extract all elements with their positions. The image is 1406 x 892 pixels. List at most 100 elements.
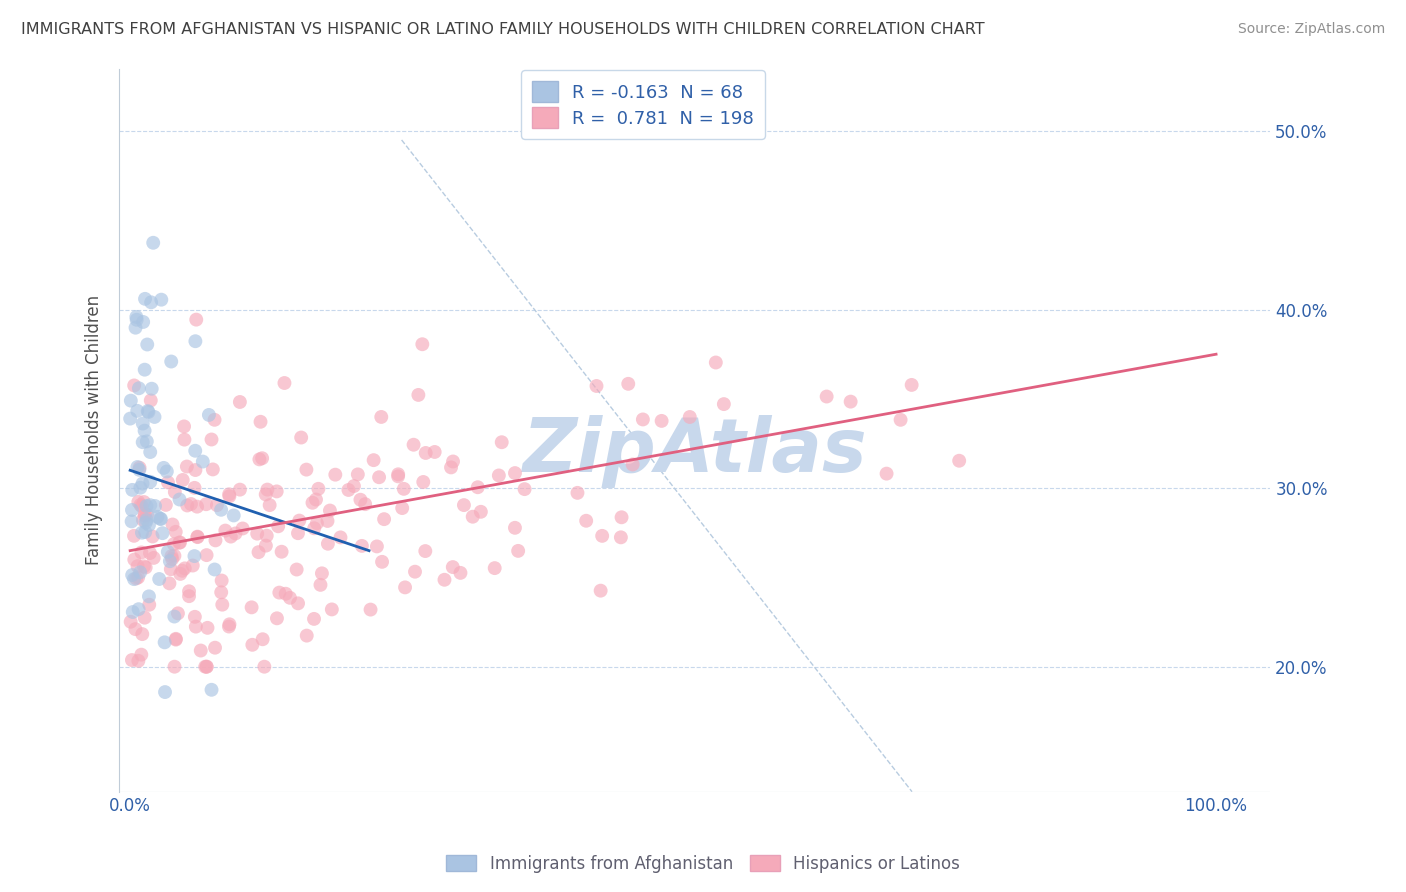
Point (249, 452, 271, 467)
Point (163, 537, 186, 551)
Point (134, 507, 156, 521)
Point (201, 462, 224, 476)
Point (387, 469, 409, 483)
Point (139, 546, 162, 560)
Point (150, 293, 173, 307)
Point (122, 572, 145, 586)
Point (256, 529, 278, 543)
Point (172, 473, 194, 487)
Point (134, 424, 156, 438)
Point (360, 602, 382, 616)
Point (121, 515, 143, 529)
Point (610, 530, 633, 544)
Point (288, 514, 311, 528)
Point (139, 445, 162, 459)
Point (224, 526, 246, 541)
Point (134, 524, 156, 539)
Point (713, 397, 735, 411)
Point (839, 394, 862, 409)
Point (371, 555, 394, 569)
Point (449, 566, 471, 580)
Point (135, 499, 157, 513)
Point (160, 354, 183, 368)
Point (204, 533, 226, 548)
Point (121, 605, 143, 619)
Point (165, 524, 187, 539)
Text: ZipAtlas: ZipAtlas (523, 416, 868, 488)
Point (186, 530, 208, 544)
Point (267, 519, 290, 533)
Point (323, 467, 346, 482)
Point (368, 470, 391, 484)
Point (143, 409, 166, 424)
Point (295, 629, 318, 643)
Point (290, 430, 312, 444)
Point (211, 598, 233, 612)
Point (394, 581, 416, 595)
Point (125, 312, 148, 326)
Point (240, 600, 263, 615)
Point (876, 467, 898, 481)
Point (197, 621, 219, 635)
Point (575, 514, 598, 528)
Point (184, 443, 207, 458)
Point (138, 518, 160, 533)
Point (204, 413, 226, 427)
Point (120, 411, 142, 425)
Point (461, 509, 484, 524)
Y-axis label: Family Households with Children: Family Households with Children (86, 295, 103, 566)
Point (651, 414, 673, 428)
Point (131, 435, 153, 450)
Point (679, 409, 702, 424)
Point (127, 460, 149, 475)
Point (142, 550, 165, 565)
Point (218, 487, 240, 501)
Point (249, 415, 271, 429)
Point (194, 659, 217, 673)
Point (125, 571, 148, 585)
Legend: R = -0.163  N = 68, R =  0.781  N = 198: R = -0.163 N = 68, R = 0.781 N = 198 (522, 70, 765, 139)
Point (470, 505, 492, 519)
Point (441, 560, 464, 574)
Point (567, 486, 589, 500)
Point (404, 565, 426, 579)
Point (191, 454, 214, 468)
Point (141, 529, 163, 543)
Point (159, 554, 181, 568)
Point (402, 438, 425, 452)
Point (250, 451, 273, 466)
Point (132, 559, 155, 574)
Point (184, 609, 207, 624)
Point (141, 382, 163, 396)
Point (307, 482, 329, 496)
Point (815, 390, 838, 404)
Point (127, 559, 149, 574)
Point (146, 509, 169, 524)
Point (467, 480, 489, 494)
Point (211, 574, 233, 588)
Point (134, 292, 156, 306)
Point (163, 659, 186, 673)
Point (120, 393, 142, 408)
Point (132, 495, 155, 509)
Point (180, 497, 202, 511)
Point (287, 596, 309, 610)
Point (219, 530, 242, 544)
Point (184, 334, 207, 349)
Point (131, 545, 153, 559)
Point (484, 561, 506, 575)
Point (254, 487, 277, 501)
Point (370, 409, 392, 424)
Point (329, 530, 352, 544)
Point (134, 508, 156, 523)
Point (350, 539, 373, 553)
Point (176, 499, 198, 513)
Point (136, 404, 159, 418)
Point (132, 315, 155, 329)
Point (209, 585, 232, 599)
Point (131, 648, 153, 662)
Point (214, 524, 236, 538)
Point (173, 561, 195, 575)
Point (128, 460, 150, 475)
Point (169, 535, 191, 549)
